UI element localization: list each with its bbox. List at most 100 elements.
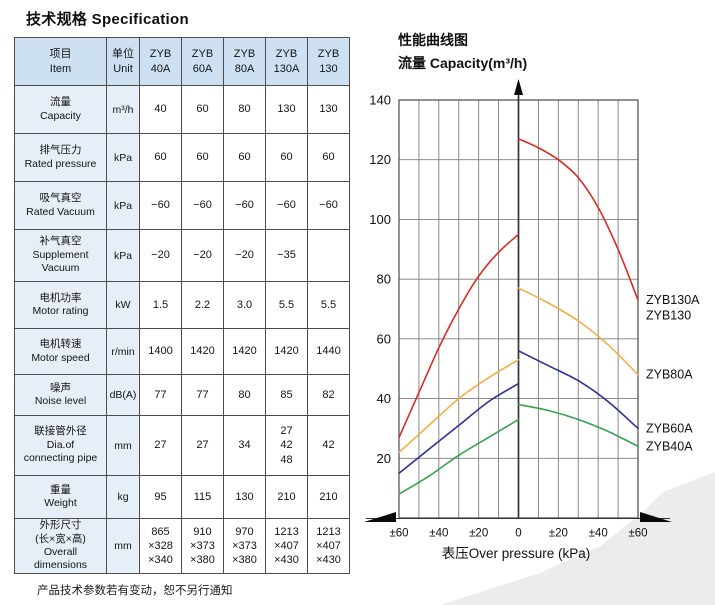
y-tick-label: 20	[377, 451, 391, 466]
column-header-unit: 单位 Unit	[106, 37, 140, 86]
unit-cell: kg	[106, 475, 140, 519]
value-cell: 80	[223, 85, 266, 134]
value-cell: −60	[181, 181, 224, 230]
table-header-row: 项目 Item 单位 Unit ZYB 40A ZYB 60A ZYB 80A ZYB 1…	[14, 37, 350, 86]
column-header-item: 项目 Item	[14, 37, 107, 86]
row-label: 吸气真空 Rated Vacuum	[14, 181, 107, 230]
value-cell: 1440	[307, 328, 350, 375]
unit-cell: r/min	[106, 328, 140, 375]
table-row: 噪声 Noise level dB(A) 77 77 80 85 82	[14, 374, 350, 416]
row-label: 外形尺寸 (长×宽×高) Overall dimensions	[14, 518, 107, 574]
value-cell: −35	[265, 229, 308, 282]
table-row: 补气真空 Supplement Vacuum kPa −20 −20 −20 −35	[14, 229, 350, 282]
curves	[398, 138, 639, 495]
value-cell: −20	[139, 229, 182, 282]
row-label: 重量 Weight	[14, 475, 107, 519]
value-cell: 130	[223, 475, 266, 519]
unit-cell: kW	[106, 281, 140, 329]
spec-table: 项目 Item 单位 Unit ZYB 40A ZYB 60A ZYB 80A ZYB 1…	[14, 37, 350, 574]
value-cell: 60	[139, 133, 182, 182]
value-cell: 1420	[223, 328, 266, 375]
value-cell: 60	[307, 133, 350, 182]
value-cell: 27	[139, 415, 182, 476]
y-tick-label: 120	[369, 152, 391, 167]
value-cell: 77	[139, 374, 182, 416]
unit-cell: kPa	[106, 133, 140, 182]
value-cell: 130	[307, 85, 350, 134]
value-cell: 85	[265, 374, 308, 416]
curve-ZYB40A-pressure	[517, 403, 639, 448]
column-header-model-0: ZYB 40A	[139, 37, 182, 86]
column-header-model-3: ZYB 130A	[265, 37, 308, 86]
series-label: ZYB80A	[646, 368, 693, 382]
value-cell: 77	[181, 374, 224, 416]
value-cell: 40	[139, 85, 182, 134]
y-tick-label: 60	[377, 331, 391, 346]
unit-cell: kPa	[106, 181, 140, 230]
x-tick-label: ±20	[469, 528, 488, 540]
value-cell: 82	[307, 374, 350, 416]
unit-cell: m³/h	[106, 85, 140, 134]
axis-tick-labels: 20 40 60 80 100 120 140 ±60 ±40 ±20 0 ±20 ±40 ±60	[369, 93, 647, 540]
value-cell: 27 42 48	[265, 415, 308, 476]
value-cell: 5.5	[265, 281, 308, 329]
curve-ZYB80A-pressure	[517, 287, 639, 376]
value-cell: 95	[139, 475, 182, 519]
curve-ZYB40A-vacuum	[398, 418, 520, 495]
row-label: 补气真空 Supplement Vacuum	[14, 229, 107, 282]
value-cell: 1213 ×407 ×430	[265, 518, 308, 574]
value-cell: 115	[181, 475, 224, 519]
curve-ZYB80A-vacuum	[398, 359, 520, 454]
value-cell: 970 ×373 ×380	[223, 518, 266, 574]
value-cell: 1420	[181, 328, 224, 375]
table-row: 重量 Weight kg 95 115 130 210 210	[14, 475, 350, 519]
y-tick-label: 140	[369, 93, 391, 108]
table-row: 电机转速 Motor speed r/min 1400 1420 1420 1420 144…	[14, 328, 350, 375]
row-label: 流量 Capacity	[14, 85, 107, 134]
curve-ZYB130A-ZYB130-vacuum	[398, 233, 520, 439]
value-cell: 42	[307, 415, 350, 476]
value-cell: 210	[307, 475, 350, 519]
table-row: 电机功率 Motor rating kW 1.5 2.2 3.0 5.5 5.5	[14, 281, 350, 329]
value-cell: 1400	[139, 328, 182, 375]
row-label: 电机功率 Motor rating	[14, 281, 107, 329]
curve-ZYB60A-vacuum	[398, 382, 520, 474]
value-cell: 1213 ×407 ×430	[307, 518, 350, 574]
x-axis-title: 表压Over pressure (kPa)	[442, 546, 591, 561]
unit-cell: mm	[106, 518, 140, 574]
unit-cell: kPa	[106, 229, 140, 282]
footnote: 产品技术参数若有变动，恕不另行通知	[37, 585, 233, 597]
value-cell: −60	[139, 181, 182, 230]
x-tick-label: ±60	[389, 528, 408, 540]
y-tick-label: 40	[377, 391, 391, 406]
x-tick-label: ±40	[589, 528, 608, 540]
value-cell: 60	[265, 133, 308, 182]
value-cell: −20	[181, 229, 224, 282]
chart-title: 性能曲线图	[398, 32, 468, 48]
value-cell: 210	[265, 475, 308, 519]
x-tick-label: 0	[515, 528, 521, 540]
table-row: 排气压力 Rated pressure kPa 60 60 60 60 60	[14, 133, 350, 182]
value-cell: 1.5	[139, 281, 182, 329]
column-header-model-1: ZYB 60A	[181, 37, 224, 86]
background-swoosh	[440, 472, 715, 605]
series-label: ZYB130	[646, 309, 691, 323]
value-cell: 865 ×328 ×340	[139, 518, 182, 574]
value-cell: 910 ×373 ×380	[181, 518, 224, 574]
value-cell: 27	[181, 415, 224, 476]
x-tick-label: ±60	[628, 528, 647, 540]
curve-ZYB130A-ZYB130-pressure	[517, 138, 639, 301]
value-cell: 60	[181, 133, 224, 182]
series-label: ZYB60A	[646, 421, 693, 435]
value-cell: 130	[265, 85, 308, 134]
value-cell: −60	[265, 181, 308, 230]
table-row: 外形尺寸 (长×宽×高) Overall dimensions mm 865 ×32…	[14, 518, 350, 574]
row-label: 电机转速 Motor speed	[14, 328, 107, 375]
value-cell: 60	[181, 85, 224, 134]
value-cell: 3.0	[223, 281, 266, 329]
x-axis-arrow-right-icon	[640, 512, 672, 522]
row-label: 联接管外径 Dia.of connecting pipe	[14, 415, 107, 476]
value-cell: −20	[223, 229, 266, 282]
value-cell: −60	[223, 181, 266, 230]
